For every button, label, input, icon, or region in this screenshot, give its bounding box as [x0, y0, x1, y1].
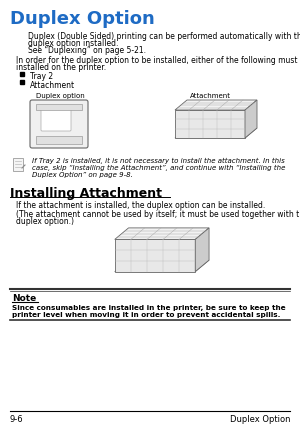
- Text: duplex option installed.: duplex option installed.: [28, 39, 118, 48]
- Text: Duplex Option” on page 9-8.: Duplex Option” on page 9-8.: [32, 172, 133, 178]
- Text: Duplex (Double Sided) printing can be performed automatically with the: Duplex (Double Sided) printing can be pe…: [28, 32, 300, 41]
- Polygon shape: [115, 228, 209, 240]
- Polygon shape: [115, 240, 195, 272]
- Text: duplex option.): duplex option.): [16, 217, 74, 226]
- Text: 9-6: 9-6: [10, 414, 24, 423]
- Text: Attachment: Attachment: [190, 93, 230, 99]
- Text: case, skip “Installing the Attachment”, and continue with “Installing the: case, skip “Installing the Attachment”, …: [32, 164, 285, 171]
- Text: Installing Attachment: Installing Attachment: [10, 187, 162, 199]
- Text: If Tray 2 is installed, it is not necessary to install the attachment. In this: If Tray 2 is installed, it is not necess…: [32, 158, 285, 164]
- Bar: [36, 105, 82, 111]
- FancyBboxPatch shape: [30, 101, 88, 149]
- Text: If the attachment is installed, the duplex option can be installed.: If the attachment is installed, the dupl…: [16, 201, 265, 210]
- Text: Attachment: Attachment: [30, 81, 75, 89]
- Text: See “Duplexing” on page 5-21.: See “Duplexing” on page 5-21.: [28, 46, 146, 55]
- Text: Note: Note: [12, 294, 36, 303]
- Text: installed on the printer.: installed on the printer.: [16, 63, 106, 72]
- Text: Duplex Option: Duplex Option: [10, 10, 155, 28]
- Bar: [36, 137, 82, 145]
- Polygon shape: [175, 101, 257, 111]
- Text: In order for the duplex option to be installed, either of the following must be: In order for the duplex option to be ins…: [16, 55, 300, 64]
- Text: Since consumables are installed in the printer, be sure to keep the: Since consumables are installed in the p…: [12, 305, 286, 311]
- Polygon shape: [195, 228, 209, 272]
- Polygon shape: [115, 260, 209, 272]
- FancyBboxPatch shape: [41, 108, 71, 132]
- Polygon shape: [175, 129, 257, 139]
- FancyBboxPatch shape: [13, 158, 23, 172]
- Text: Duplex option: Duplex option: [36, 93, 84, 99]
- Text: printer level when moving it in order to prevent accidental spills.: printer level when moving it in order to…: [12, 312, 280, 318]
- Text: (The attachment cannot be used by itself; it must be used together with the: (The attachment cannot be used by itself…: [16, 210, 300, 219]
- Text: Tray 2: Tray 2: [30, 72, 53, 81]
- Polygon shape: [175, 111, 245, 139]
- Polygon shape: [245, 101, 257, 139]
- Text: Duplex Option: Duplex Option: [230, 414, 290, 423]
